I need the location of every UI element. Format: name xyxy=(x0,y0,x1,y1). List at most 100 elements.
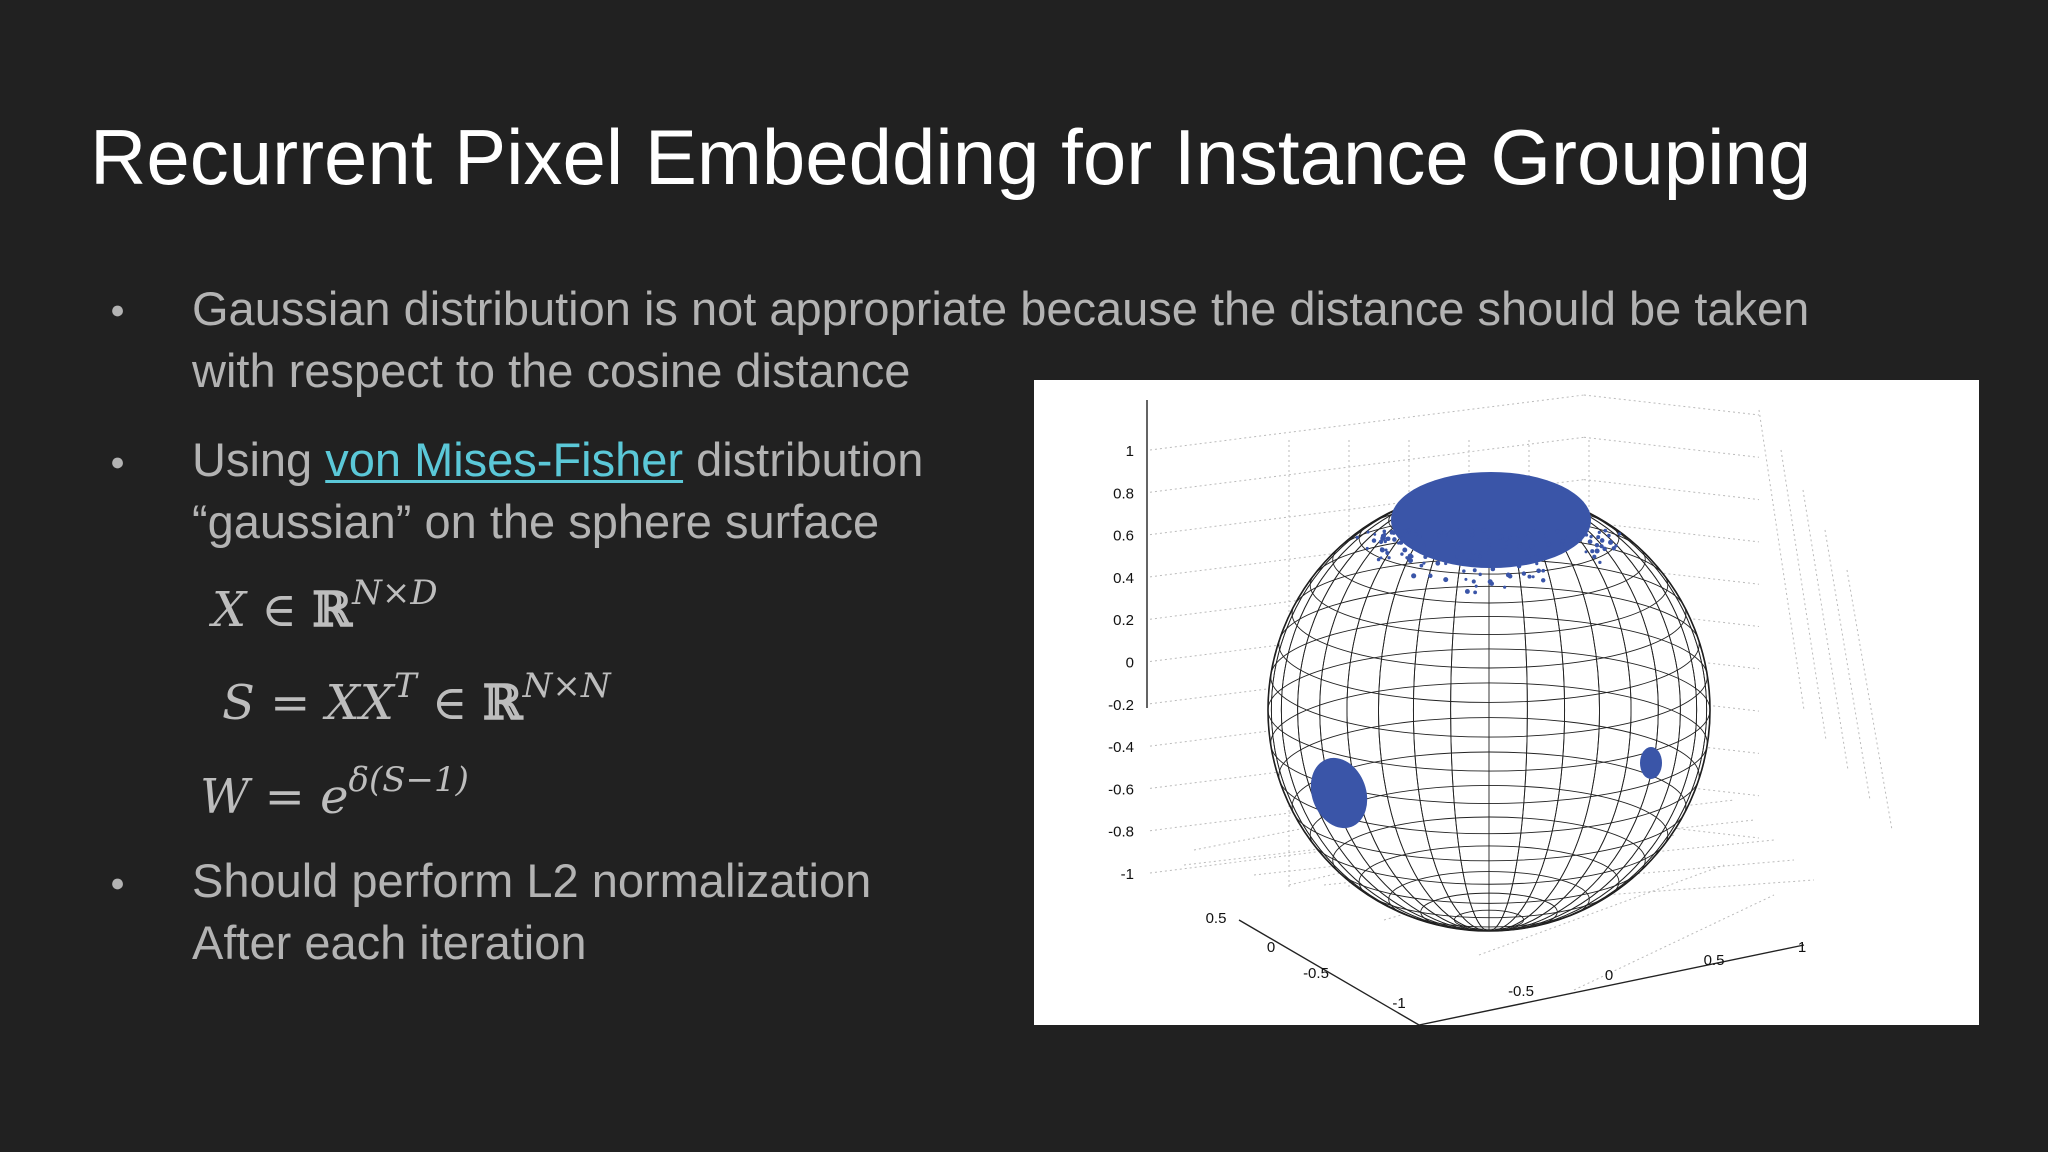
gridline xyxy=(1583,775,1760,797)
cluster-point xyxy=(1516,532,1522,538)
equation-s: S = XXT ∈ ℝN×N xyxy=(222,669,611,727)
y-axis-line xyxy=(1238,919,1420,1025)
bullet-3-line-2: After each iteration xyxy=(192,916,587,969)
gridline xyxy=(1583,606,1760,627)
equation-w-sup: δ(S−1) xyxy=(348,760,469,800)
cluster-point xyxy=(1590,549,1595,554)
cluster-point xyxy=(1614,544,1618,548)
z-tick-label: -0.4 xyxy=(1108,739,1134,756)
cluster-point xyxy=(1541,568,1546,573)
cluster-point xyxy=(1402,528,1408,534)
cluster-point xyxy=(1533,552,1537,556)
cluster-point xyxy=(1472,568,1477,573)
latitude-line xyxy=(1278,717,1700,835)
cluster-point xyxy=(1489,581,1494,586)
cluster-point xyxy=(1508,535,1513,540)
equation-s-lhs: S = XX xyxy=(222,675,394,731)
cluster-point xyxy=(1479,551,1483,555)
cluster-point xyxy=(1373,533,1377,536)
cluster-point xyxy=(1599,538,1605,543)
equation-x-sup: N×D xyxy=(352,573,438,613)
cluster-point xyxy=(1407,553,1413,559)
x-tick-label: 1 xyxy=(1798,939,1806,956)
cluster-point xyxy=(1455,554,1459,559)
cluster-point xyxy=(1371,538,1377,543)
cluster-point xyxy=(1408,531,1411,534)
cluster-point xyxy=(1555,529,1560,534)
cluster-point xyxy=(1503,585,1507,589)
cluster-point xyxy=(1599,544,1604,549)
z-tick-label: -0.6 xyxy=(1108,781,1134,798)
z-tick-label: 0.4 xyxy=(1113,570,1134,587)
equation-w-lhs: W = e xyxy=(200,769,349,825)
bullet-2-line-1: Using von Mises-Fisher distribution xyxy=(192,429,923,491)
cluster-point xyxy=(1400,552,1404,556)
cluster-point xyxy=(1392,537,1397,542)
equation-s-set: ℝ xyxy=(482,675,523,731)
cluster-point xyxy=(1531,575,1535,579)
cluster-point xyxy=(1470,558,1474,562)
equation-x: X ∈ ℝN×D xyxy=(212,576,438,634)
cluster-point xyxy=(1460,549,1464,553)
cluster-point xyxy=(1433,532,1438,537)
cluster-point xyxy=(1544,533,1548,538)
cluster-point xyxy=(1478,572,1482,577)
cluster-point xyxy=(1504,545,1509,549)
cluster-point xyxy=(1566,534,1570,538)
cluster-point xyxy=(1366,530,1370,534)
cluster-point xyxy=(1617,532,1622,536)
cluster-point xyxy=(1608,539,1614,545)
latitude-line xyxy=(1358,845,1620,919)
x-tick-label: 0.5 xyxy=(1704,952,1725,969)
cluster-point xyxy=(1484,550,1489,555)
cluster-point xyxy=(1454,544,1460,550)
cluster-point xyxy=(1471,579,1476,584)
cluster-point xyxy=(1602,546,1607,552)
cluster-point xyxy=(1444,561,1448,566)
von-mises-fisher-link[interactable]: von Mises-Fisher xyxy=(325,433,684,486)
cluster-point xyxy=(1402,547,1408,553)
cluster-point xyxy=(1519,559,1523,563)
cluster-point xyxy=(1417,534,1422,540)
sphere-plot: 1 0.8 0.6 0.4 0.2 0 -0.2 -0.4 -0.6 -0.8 -1 0.5 0 -0.5… xyxy=(1108,394,1893,1025)
cluster-point xyxy=(1499,534,1504,539)
cluster-point xyxy=(1423,554,1428,559)
cluster-point xyxy=(1457,528,1462,532)
z-tick-label: 1 xyxy=(1126,443,1134,460)
equation-w: W = eδ(S−1) xyxy=(200,763,469,821)
cluster-point xyxy=(1596,535,1601,540)
z-tick-label: 0 xyxy=(1126,655,1134,672)
latitude-line xyxy=(1291,751,1687,862)
gridline xyxy=(1780,449,1827,741)
cluster-point xyxy=(1382,529,1387,534)
cluster-point xyxy=(1387,556,1391,560)
bullet-2-line-2: “gaussian” on the sphere surface xyxy=(192,495,880,548)
cluster-point xyxy=(1469,528,1475,534)
y-tick-label: -0.5 xyxy=(1303,965,1329,982)
cluster-point xyxy=(1531,529,1535,533)
cluster-point xyxy=(1411,573,1417,579)
cluster-point xyxy=(1471,549,1477,555)
cluster-point xyxy=(1584,533,1589,537)
cluster-point xyxy=(1384,548,1388,552)
gridline xyxy=(1802,489,1849,771)
gridline xyxy=(1583,648,1760,670)
cluster-point xyxy=(1529,544,1535,550)
cluster-point xyxy=(1487,542,1492,547)
cluster-point xyxy=(1405,556,1409,560)
equation-x-lhs: X ∈ xyxy=(212,582,313,638)
gridline xyxy=(1583,817,1760,839)
cluster-point xyxy=(1525,553,1531,559)
cluster-point xyxy=(1607,533,1611,538)
cluster-point xyxy=(1603,528,1608,533)
bullet-marker: ● xyxy=(110,869,126,897)
cluster-point xyxy=(1576,531,1580,536)
x-axis-line xyxy=(1418,944,1805,1025)
latitude-line xyxy=(1278,585,1700,703)
z-tick-label: -0.2 xyxy=(1108,697,1134,714)
gridline xyxy=(1478,864,1725,956)
cluster-point xyxy=(1385,536,1390,541)
cluster-top xyxy=(1391,472,1591,568)
y-tick-label: 0 xyxy=(1267,939,1275,956)
cluster-point xyxy=(1592,554,1597,559)
